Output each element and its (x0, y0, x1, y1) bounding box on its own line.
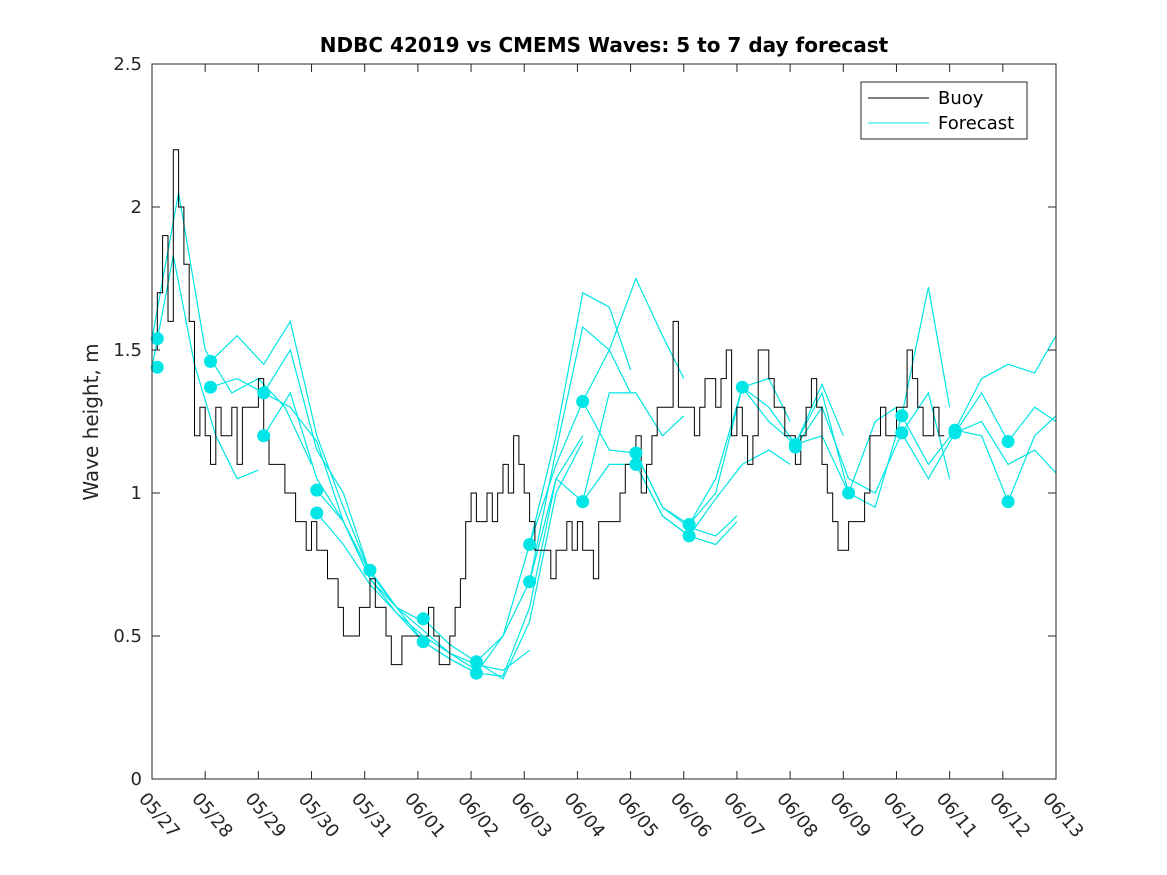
buoy-line (152, 149, 945, 666)
forecast-point-0 (150, 332, 164, 346)
forecast-point-7 (310, 506, 324, 520)
forecast-point-28 (948, 423, 962, 437)
forecast-line-1 (151, 255, 259, 480)
y-tick-label: 1.5 (113, 340, 142, 361)
forecast-point-17 (629, 446, 643, 460)
forecast-line-2 (210, 319, 371, 574)
forecast-point-9 (416, 612, 430, 626)
axes-box (151, 63, 1057, 780)
forecast-point-30 (1001, 495, 1015, 509)
y-tick-label: 1 (131, 483, 142, 504)
forecast-point-3 (204, 380, 217, 394)
chart-title: NDBC 42019 vs CMEMS Waves: 5 to 7 day fo… (320, 33, 889, 57)
forecast-point-1 (150, 360, 164, 374)
forecast-point-20 (682, 529, 696, 543)
forecast-point-26 (895, 426, 909, 440)
legend-box (860, 81, 1028, 140)
plot-area: 00.511.522.505/27 05/28 05/29 05/30 05/31 06/… (113, 54, 1087, 842)
y-axis-label: Wave height, m (79, 343, 103, 500)
y-tick-label: 0 (131, 769, 142, 790)
legend-forecast-label: Forecast (938, 113, 1014, 134)
forecast-point-15 (576, 395, 590, 408)
forecast-point-29 (1001, 435, 1015, 448)
legend: Buoy Forecast (860, 81, 1028, 140)
y-tick-label: 2.5 (113, 54, 142, 75)
forecast-line-24 (901, 420, 1057, 480)
forecast-point-14 (523, 575, 537, 589)
forecast-point-4 (257, 386, 271, 400)
forecast-point-25 (895, 409, 909, 423)
forecast-point-23 (788, 440, 802, 454)
forecast-point-10 (416, 635, 430, 649)
forecast-point-21 (735, 380, 749, 394)
forecast-point-2 (204, 354, 217, 368)
forecast-point-24 (842, 486, 856, 500)
forecast-point-11 (469, 655, 483, 669)
forecast-line-19 (688, 382, 844, 525)
y-tick-label: 2 (131, 197, 142, 218)
forecast-line-14 (529, 392, 685, 582)
forecast-line-21 (794, 286, 951, 509)
forecast-line-3 (210, 348, 371, 574)
forecast-point-13 (523, 538, 537, 551)
forecast-point-12 (469, 666, 483, 680)
forecast-point-8 (363, 563, 377, 577)
y-tick-label: 0.5 (113, 626, 142, 647)
forecast-point-6 (310, 483, 324, 497)
forecast-line-13 (529, 276, 685, 545)
legend-buoy-label: Buoy (938, 88, 984, 109)
forecast-point-19 (682, 518, 696, 531)
forecast-point-18 (629, 457, 643, 471)
plot-background (152, 64, 1056, 779)
forecast-point-5 (257, 429, 271, 443)
forecast-point-16 (576, 495, 590, 509)
forecast-line-23 (901, 335, 1057, 466)
forecast-line-18 (635, 449, 791, 537)
